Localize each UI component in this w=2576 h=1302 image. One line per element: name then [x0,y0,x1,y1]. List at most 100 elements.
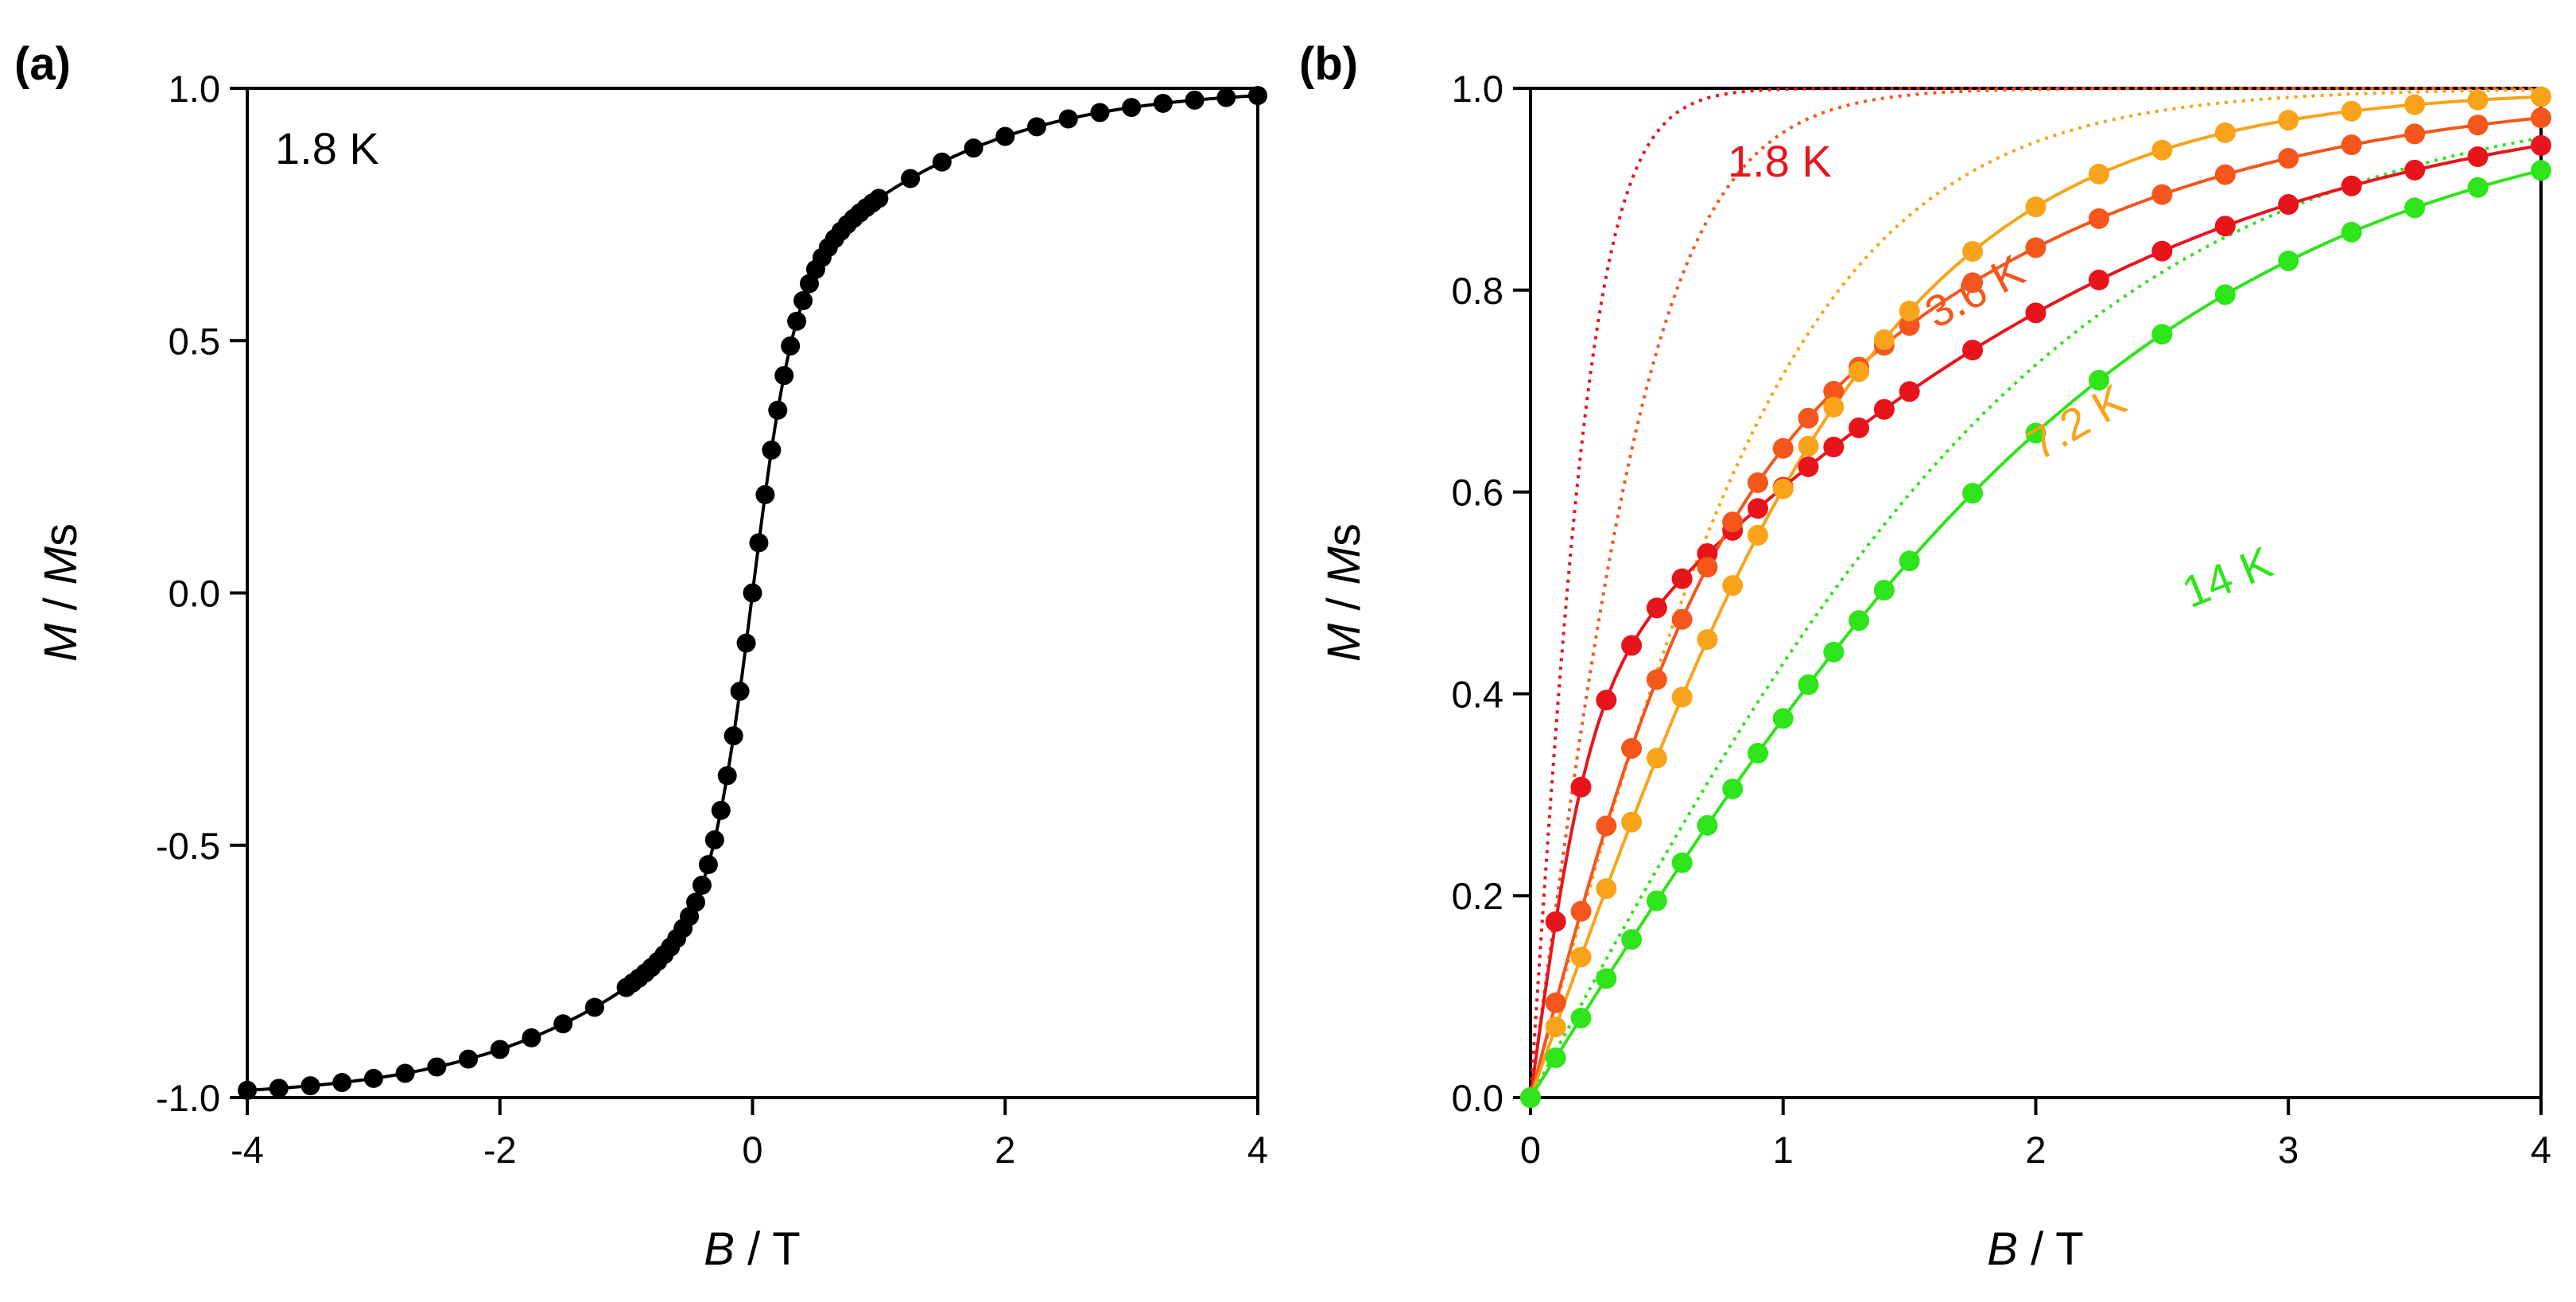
data-point-7p2k [1545,1016,1566,1038]
panel-a-data-point [427,1057,447,1077]
panel-a-data-point [749,533,769,553]
panel-a-data-point [490,1040,510,1059]
panel-a-x-ticks: -4 -2 0 2 4 [231,1098,1268,1171]
data-point-1p8k [2531,134,2551,156]
panel-b-y-tick-label: 0.0 [1452,1077,1503,1119]
panel-b-y-tick-label: 1.0 [1452,68,1503,110]
panel-a-x-axis-unit: / T [735,1223,801,1275]
panel-a-data-point [717,766,737,786]
data-point-14k [2531,160,2551,181]
panel-a-data-point [768,400,788,420]
data-point-14k [1798,674,1819,695]
panel-a-data-point [787,311,807,331]
data-point-3p6k [1798,407,1819,429]
fit-curve-3p6k [1529,116,2542,1098]
panel-a-data-point [1185,90,1205,110]
panel-a-data-point [724,726,743,746]
data-point-3p6k [2214,164,2236,185]
panel-a-data-point [932,152,952,172]
data-point-3p6k [1596,815,1617,837]
data-point-7p2k [2404,94,2426,115]
panel-a-data-point [869,188,889,208]
panel-b-x-tick-label: 3 [2278,1129,2299,1171]
data-point-14k [2214,284,2236,305]
panel-a-temperature-label: 1.8 K [275,123,379,173]
panel-a-data-point [774,366,794,386]
data-point-3p6k [1823,380,1845,402]
panel-a-data-point [522,1028,541,1047]
panel-a-y-axis-suffix: s [35,523,87,546]
dotted-curve-3p6k [1529,87,2541,1098]
data-point-3p6k [2088,208,2109,229]
data-point-14k [1849,610,1870,632]
panel-b-x-ticks: 0 1 2 3 4 [1520,1098,2551,1171]
panel-a-y-axis-symbol: M [35,623,87,662]
data-point-1p8k [1823,437,1845,458]
panel-b-y-tick-label: 0.4 [1452,673,1503,715]
data-point-14k [1520,1087,1541,1108]
data-point-1p8k [1798,456,1819,477]
data-point-14k [1671,852,1693,873]
panel-b-x-axis-symbol: B [1987,1223,2018,1275]
panel-b-label: (b) [1299,38,1358,90]
data-point-7p2k [1772,478,1794,499]
data-point-3p6k [2025,237,2046,258]
panel-a-data-point [995,126,1015,146]
data-point-14k [2088,370,2109,391]
data-point-1p8k [1962,340,1984,361]
panel-a-data-point [1090,103,1110,122]
data-point-7p2k [1798,435,1819,457]
data-point-14k [2404,197,2426,219]
panel-b-y-tick-label: 0.8 [1452,270,1503,312]
data-point-7p2k [2025,196,2046,218]
data-point-1p8k [1646,597,1667,619]
panel-a-data-point [1026,117,1046,137]
data-point-3p6k [1772,437,1794,459]
data-point-3p6k [2531,107,2551,129]
panel-a: (a) -1.0 -0.5 0.0 0.5 1.0 -4 -2 0 2 4 1.8 K B / … [14,38,1268,1275]
data-point-7p2k [1570,946,1592,968]
panel-a-data-point [301,1076,320,1096]
panel-a-x-tick-label: -4 [231,1129,264,1171]
data-point-1p8k [1671,568,1693,589]
panel-b-y-tick-label: 0.6 [1452,472,1503,514]
panel-a-x-axis-symbol: B [704,1223,735,1275]
panel-a-data-point [1058,109,1078,129]
panel-a-data-point [793,291,813,311]
panel-a-y-axis-symbol-2: M [35,546,87,585]
data-point-3p6k [1545,992,1566,1013]
data-point-3p6k [2404,123,2426,145]
panel-a-y-axis-slash: / [35,585,87,623]
data-point-14k [1722,778,1744,799]
panel-a-data-point [553,1014,573,1034]
data-point-1p8k [1570,776,1592,798]
panel-a-data-points [238,86,1267,1100]
panel-a-y-tick-label: 0.0 [169,573,220,615]
data-point-7p2k [2088,163,2109,185]
data-point-14k [1962,483,1984,504]
panel-a-data-point [901,169,921,188]
data-point-7p2k [2214,122,2236,143]
panel-b-data-points [1520,86,2551,1108]
panel-a-data-point [1248,86,1267,106]
panel-b-y-axis-suffix: s [1318,523,1370,546]
panel-a-data-point [269,1079,289,1098]
panel-a-y-tick-label: 1.0 [169,68,220,110]
data-point-3p6k [1899,315,1920,336]
data-point-14k [2341,221,2362,243]
data-point-14k [1570,1007,1592,1028]
panel-a-y-tick-label: -1.0 [156,1077,220,1119]
panel-b-y-axis-symbol: M [1318,623,1370,662]
data-point-14k [1823,641,1845,663]
panel-a-y-axis-title: M / Ms [35,523,87,662]
data-point-7p2k [1596,878,1617,900]
data-point-14k [2467,177,2489,198]
data-point-1p8k [2467,146,2489,168]
panel-b-x-axis-title: B / T [1987,1223,2083,1275]
data-point-7p2k [2341,100,2362,122]
data-point-7p2k [1849,361,1870,383]
panel-a-data-point [755,484,775,504]
panel-a-data-point [736,633,756,653]
panel-a-data-point [1122,98,1142,118]
panel-a-data-point [762,440,782,460]
